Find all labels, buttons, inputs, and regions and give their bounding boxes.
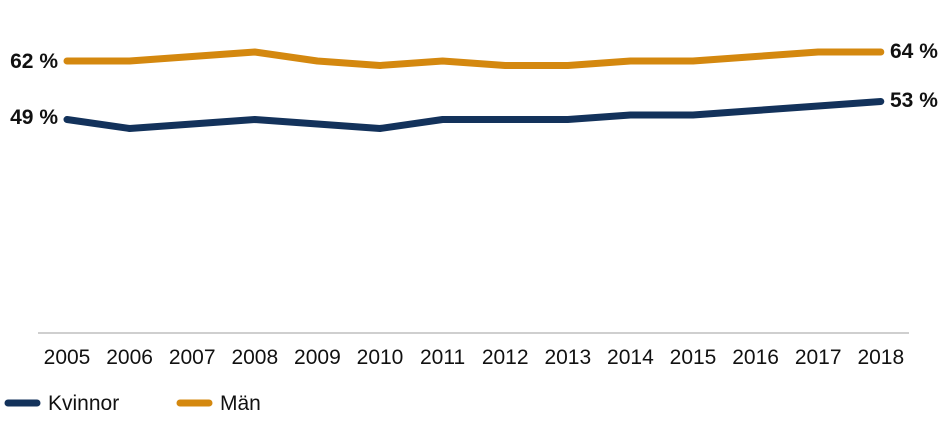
series-layer <box>63 48 885 132</box>
data-label-man-end: 64 % <box>890 40 938 63</box>
x-tick-label-2007: 2007 <box>169 346 216 369</box>
x-tick-label-2015: 2015 <box>670 346 717 369</box>
x-tick-label-2009: 2009 <box>294 346 341 369</box>
legend-item-man: Män <box>176 392 261 415</box>
x-tick-label-2008: 2008 <box>231 346 278 369</box>
x-tick-label-2005: 2005 <box>44 346 91 369</box>
x-tick-label-2011: 2011 <box>420 346 465 369</box>
x-tick-labels: 2005 2006 2007 2008 2009 2010 2011 2012 2013 2014… <box>44 346 905 369</box>
x-tick-label-2014: 2014 <box>607 346 654 369</box>
data-label-kvinnor-end: 53 % <box>890 89 938 112</box>
x-tick-label-2006: 2006 <box>106 346 153 369</box>
data-label-man-start: 62 % <box>10 50 58 73</box>
x-tick-label-2013: 2013 <box>544 346 591 369</box>
x-tick-label-2012: 2012 <box>482 346 529 369</box>
series-line-kvinnor <box>63 98 885 132</box>
legend-item-kvinnor: Kvinnor <box>4 392 119 415</box>
x-tick-label-2017: 2017 <box>795 346 842 369</box>
x-tick-label-2016: 2016 <box>732 346 779 369</box>
legend-label-man: Män <box>220 392 261 415</box>
x-tick-label-2010: 2010 <box>357 346 404 369</box>
series-line-man <box>63 48 885 69</box>
data-label-kvinnor-start: 49 % <box>10 106 58 129</box>
x-tick-label-2018: 2018 <box>857 346 904 369</box>
data-labels: 62 % 49 % 64 % 53 % <box>10 40 938 129</box>
legend-label-kvinnor: Kvinnor <box>48 392 119 415</box>
legend: Kvinnor Män <box>4 392 261 415</box>
